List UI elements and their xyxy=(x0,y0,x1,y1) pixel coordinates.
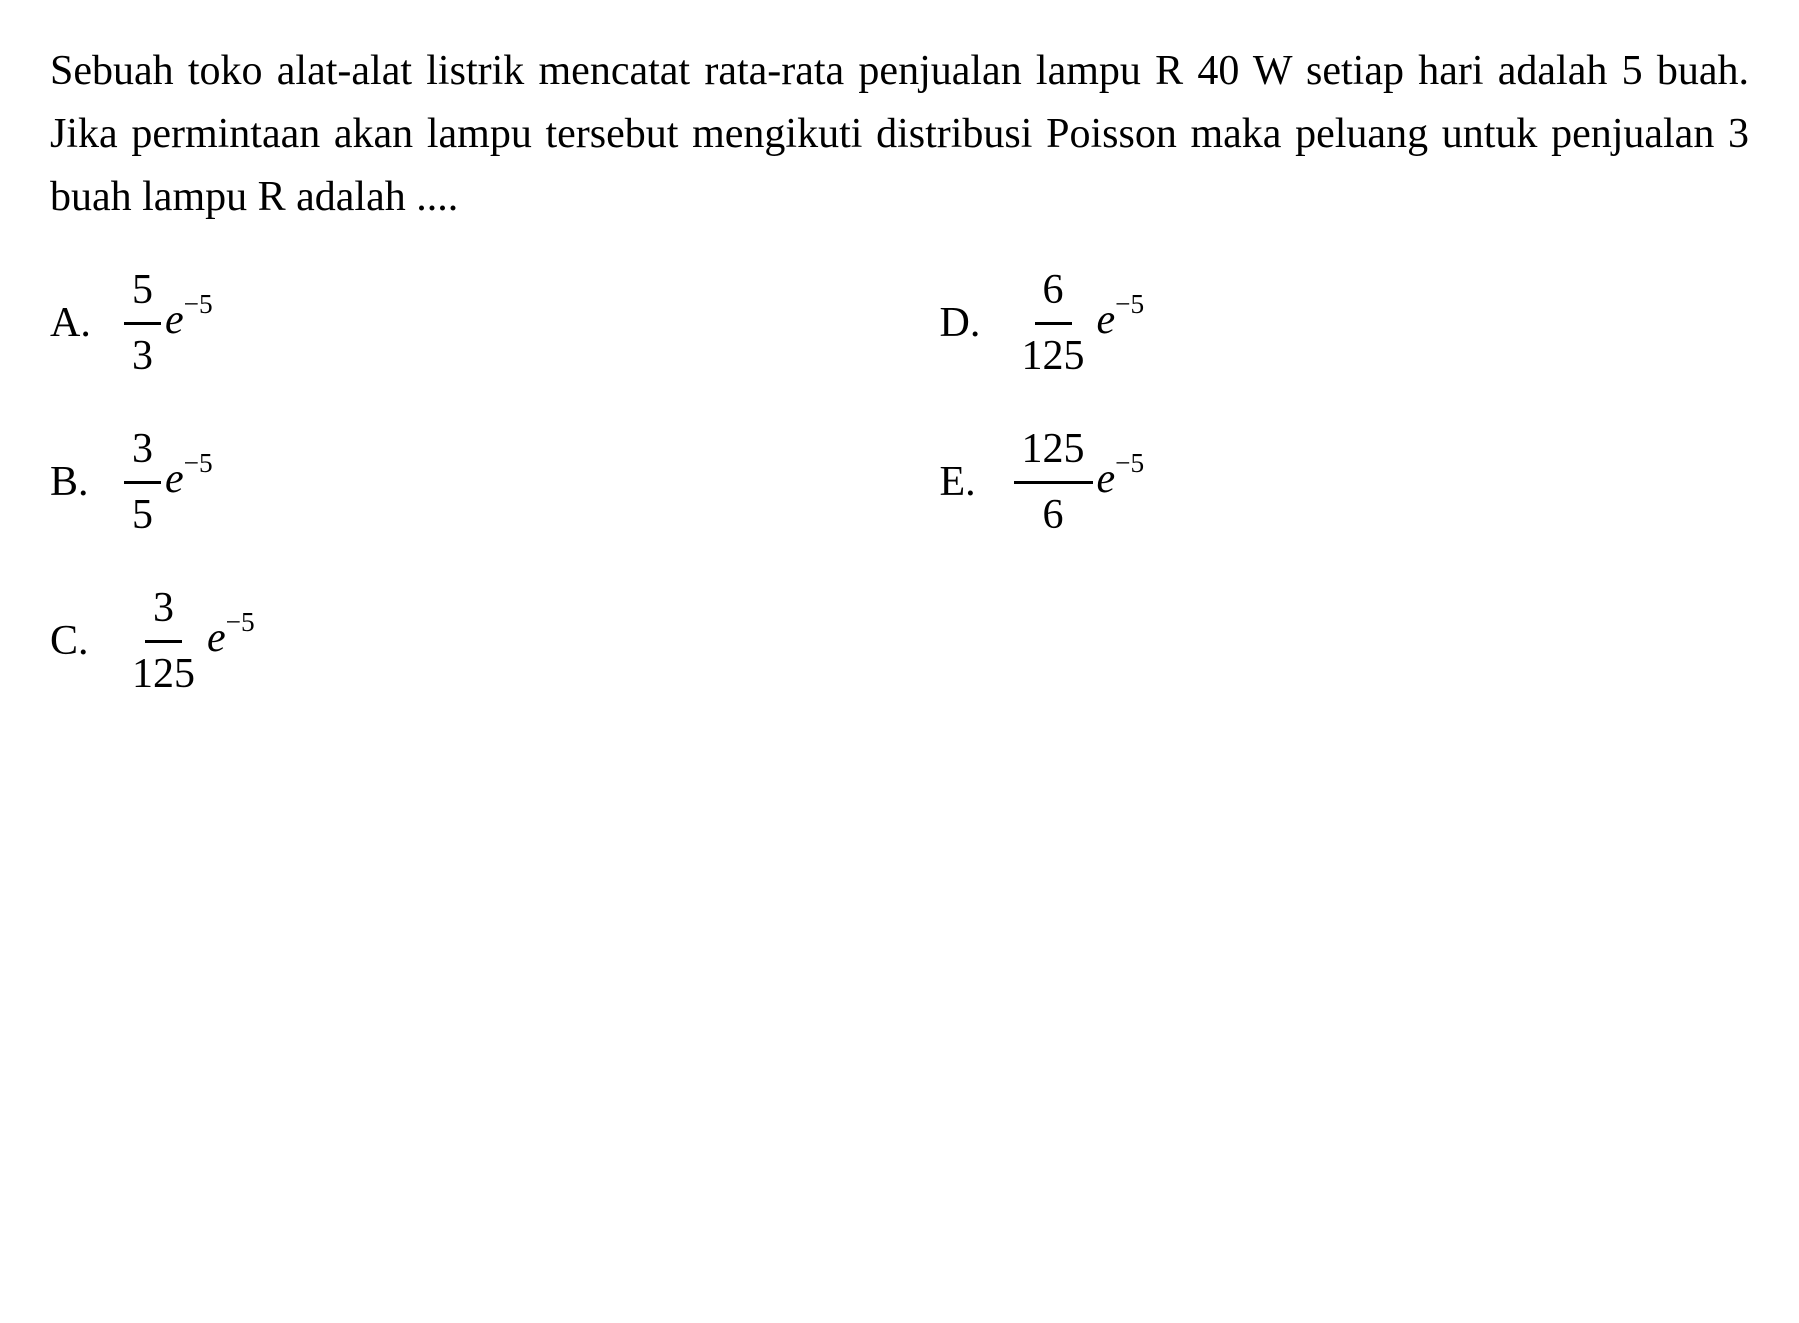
option-a-exp-power: −5 xyxy=(184,289,213,319)
option-d-fraction: 6 125 xyxy=(1014,259,1093,388)
option-c-fraction: 3 125 xyxy=(124,577,203,706)
option-a-denominator: 3 xyxy=(124,325,161,388)
option-d-label: D. xyxy=(940,292,990,355)
option-a: A. 5 3 e−5 xyxy=(50,259,860,388)
option-d-exp-base: e xyxy=(1097,297,1116,343)
option-e-numerator: 125 xyxy=(1014,418,1093,484)
option-d-numerator: 6 xyxy=(1035,259,1072,325)
option-e: E. 125 6 e−5 xyxy=(940,418,1750,547)
option-c-exp-power: −5 xyxy=(226,607,255,637)
option-c-expression: 3 125 e−5 xyxy=(120,577,255,706)
option-c-label: C. xyxy=(50,610,100,673)
option-b-label: B. xyxy=(50,451,100,514)
option-e-exp-base: e xyxy=(1097,456,1116,502)
option-c: C. 3 125 e−5 xyxy=(50,577,860,706)
option-b-exp-power: −5 xyxy=(184,448,213,478)
option-d-expression: 6 125 e−5 xyxy=(1010,259,1145,388)
question-text: Sebuah toko alat-alat listrik mencatat r… xyxy=(50,40,1749,229)
option-a-exp-base: e xyxy=(165,297,184,343)
option-b-exp-base: e xyxy=(165,456,184,502)
option-a-numerator: 5 xyxy=(124,259,161,325)
option-c-denominator: 125 xyxy=(124,643,203,706)
option-b-numerator: 3 xyxy=(124,418,161,484)
option-d-denominator: 125 xyxy=(1014,325,1093,388)
option-a-label: A. xyxy=(50,292,100,355)
option-e-fraction: 125 6 xyxy=(1014,418,1093,547)
option-e-exp-power: −5 xyxy=(1115,448,1144,478)
option-c-exp-base: e xyxy=(207,615,226,661)
option-a-fraction: 5 3 xyxy=(124,259,161,388)
option-e-expression: 125 6 e−5 xyxy=(1010,418,1145,547)
option-b-fraction: 3 5 xyxy=(124,418,161,547)
option-e-denominator: 6 xyxy=(1035,484,1072,547)
option-d-exp-power: −5 xyxy=(1115,289,1144,319)
option-b-denominator: 5 xyxy=(124,484,161,547)
option-b: B. 3 5 e−5 xyxy=(50,418,860,547)
option-e-label: E. xyxy=(940,451,990,514)
options-container: A. 5 3 e−5 D. 6 125 e−5 B. 3 5 e−5 E. xyxy=(50,259,1749,706)
option-d: D. 6 125 e−5 xyxy=(940,259,1750,388)
option-a-expression: 5 3 e−5 xyxy=(120,259,213,388)
option-b-expression: 3 5 e−5 xyxy=(120,418,213,547)
option-c-numerator: 3 xyxy=(145,577,182,643)
